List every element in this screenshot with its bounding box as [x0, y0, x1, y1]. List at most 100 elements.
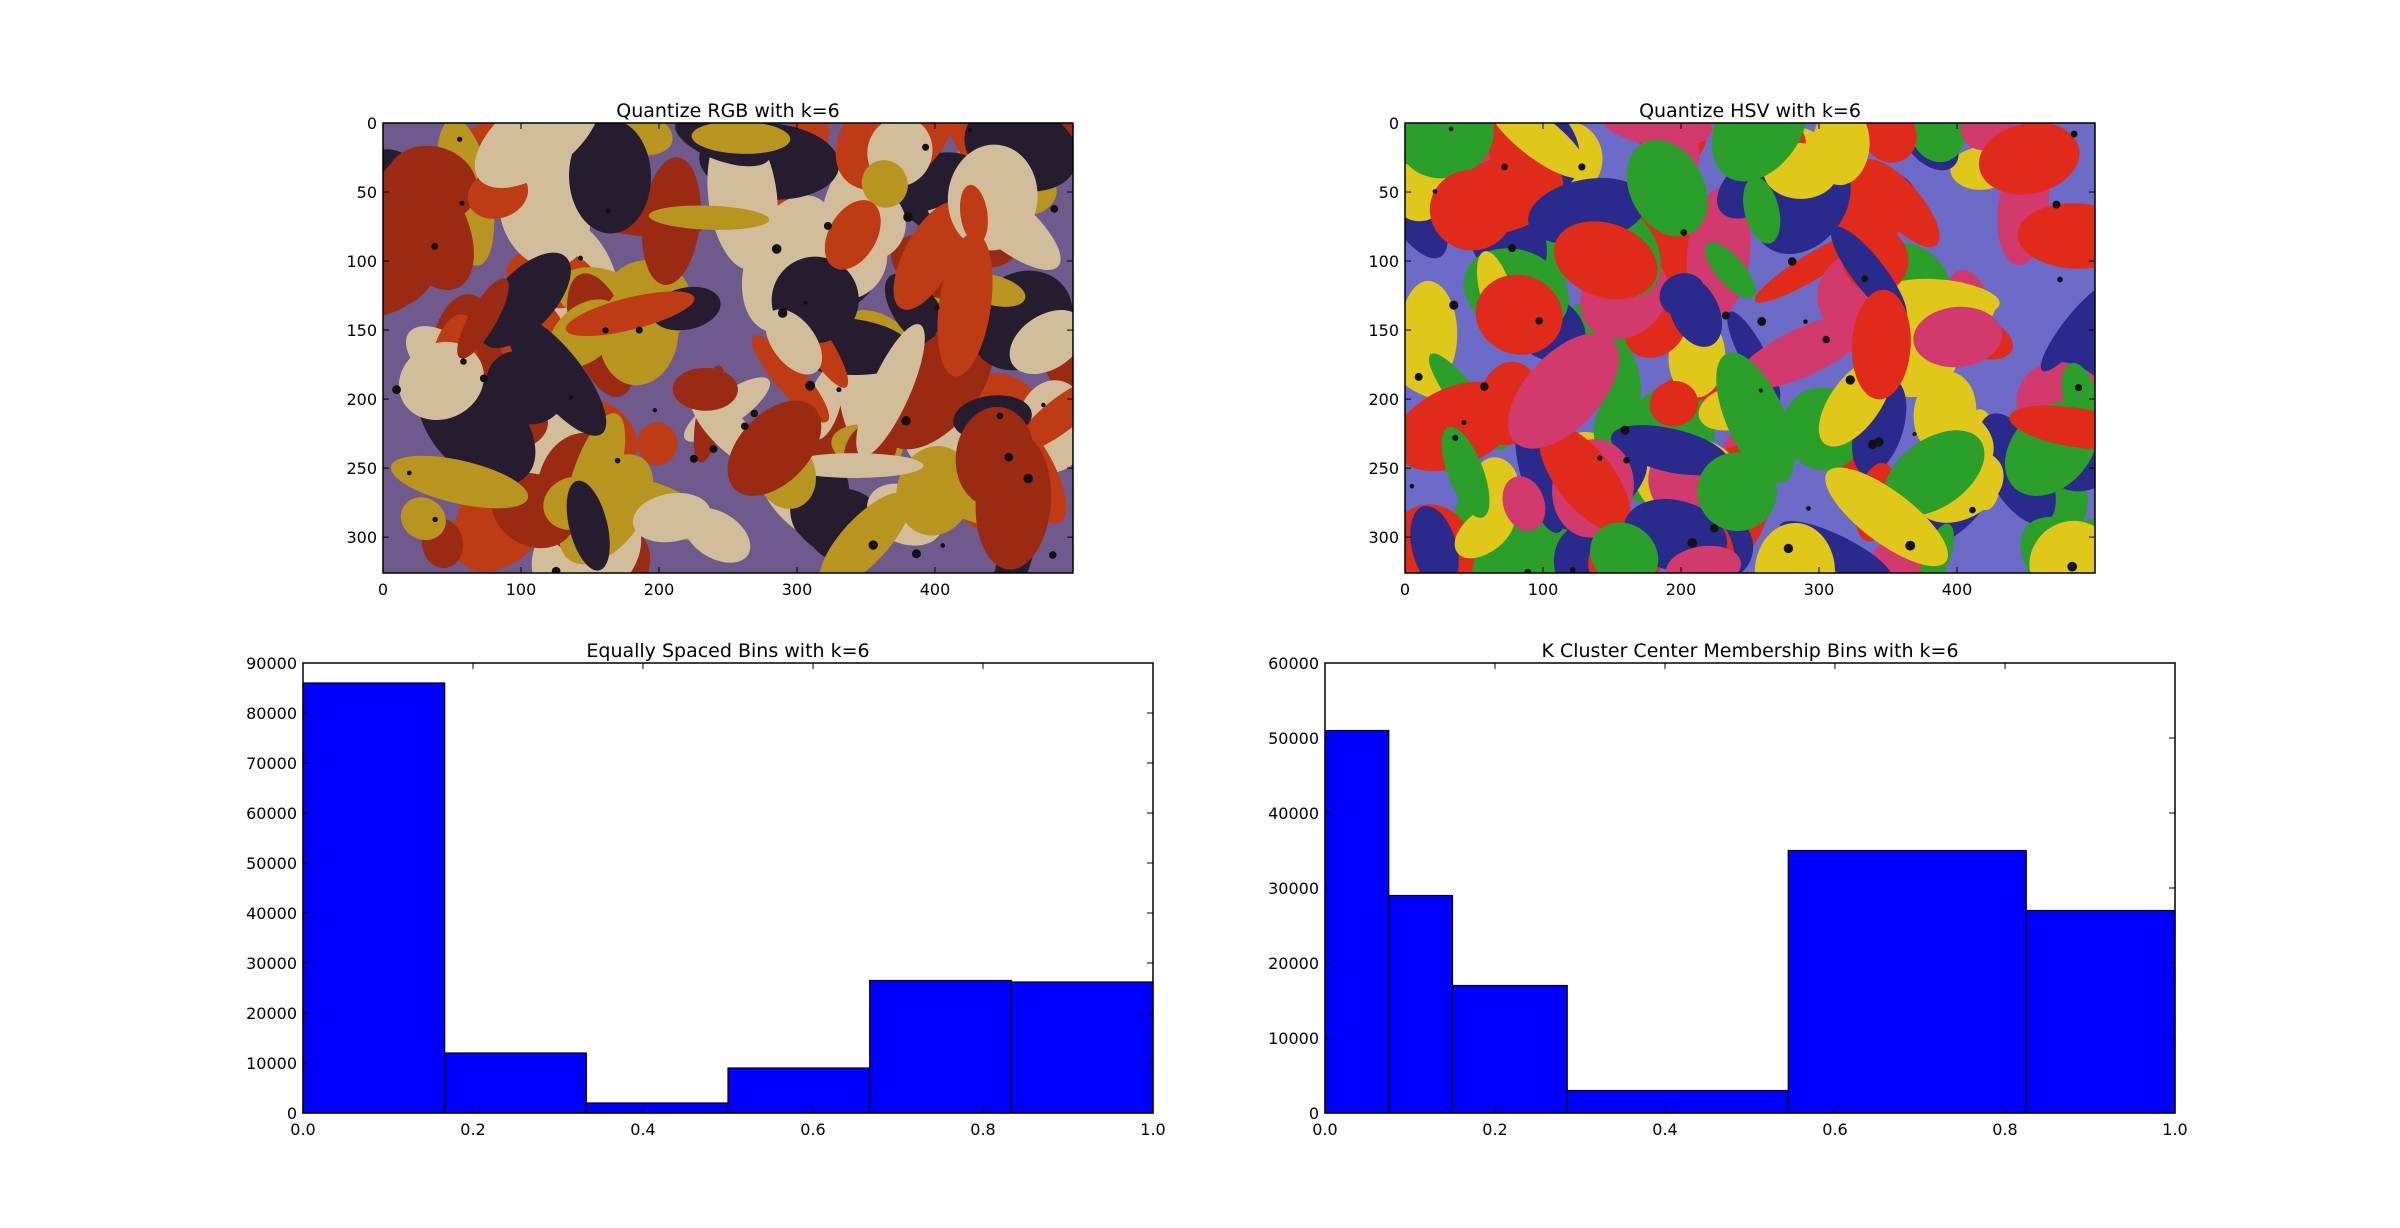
image-color-region	[1825, 467, 1949, 567]
image-fish-eye	[1803, 319, 1808, 324]
image-color-region	[390, 455, 529, 509]
image-color-region	[457, 278, 509, 359]
image-fish-eye	[750, 409, 759, 418]
image-color-region	[1665, 545, 1741, 573]
image-color-region	[566, 480, 610, 571]
kcluster-bins-panel: K Cluster Center Membership Bins with k=…	[1268, 640, 2188, 1139]
hsv-panel: Quantize HSV with k=6 0 100 200 300 400 0 50 10…	[1368, 100, 2096, 599]
image-color-region	[383, 214, 437, 309]
y-tick-label: 0	[367, 114, 377, 133]
image-fish-eye	[1409, 483, 1415, 489]
image-color-region	[479, 252, 571, 349]
image-fish-eye	[1448, 126, 1454, 132]
image-fish-eye	[1578, 163, 1586, 171]
y-tick-label: 200	[1368, 390, 1399, 409]
image-color-region	[1909, 123, 1966, 163]
equal-bins-panel: Equally Spaced Bins with k=6 0.0 0.2 0.4 0.…	[246, 640, 1166, 1139]
image-fish-eye	[740, 422, 749, 431]
image-fish-eye	[1757, 317, 1767, 326]
rgb-title: Quantize RGB with k=6	[616, 100, 839, 122]
image-fish-eye	[996, 412, 1004, 420]
image-fish-eye	[1845, 375, 1856, 385]
image-fish-eye	[2070, 130, 2078, 138]
y-tick-label: 10000	[246, 1054, 297, 1073]
image-color-region	[893, 201, 965, 310]
x-tick-label: 0.0	[290, 1120, 315, 1139]
rgb-quantized-image	[383, 123, 1073, 573]
image-fish-eye	[940, 543, 946, 548]
image-color-region	[751, 335, 830, 423]
x-tick-label: 0.8	[1992, 1120, 2017, 1139]
image-color-region	[1015, 377, 1073, 453]
y-tick-label: 60000	[1268, 654, 1319, 673]
x-tick-label: 0.2	[1482, 1120, 1507, 1139]
rgb-plot-frame	[382, 122, 1074, 574]
image-fish-eye	[771, 244, 782, 254]
image-fish-eye	[652, 408, 657, 413]
image-color-region	[2040, 284, 2095, 372]
kcluster-bins-title: K Cluster Center Membership Bins with k=…	[1541, 640, 1958, 662]
image-fish-eye	[1535, 317, 1543, 325]
image-color-region	[1711, 123, 1809, 182]
x-tick-label: 0.4	[630, 1120, 655, 1139]
y-tick-label: 20000	[246, 1004, 297, 1023]
image-color-region	[474, 123, 601, 189]
image-color-region	[565, 291, 695, 337]
y-tick-label: 80000	[246, 704, 297, 723]
image-color-region	[1429, 169, 1514, 251]
image-fish-eye	[803, 300, 808, 305]
x-tick-label: 0.8	[970, 1120, 995, 1139]
image-color-region	[975, 433, 1052, 570]
y-tick-label: 50	[357, 183, 377, 202]
image-color-region	[1978, 123, 2080, 195]
image-color-region	[1883, 430, 1985, 516]
y-tick-label: 200	[346, 390, 377, 409]
image-color-region	[1861, 123, 1917, 163]
image-fish-eye	[568, 395, 574, 400]
histogram-bar	[444, 1052, 587, 1114]
y-tick-label: 20000	[1268, 954, 1319, 973]
image-fish-eye	[805, 380, 816, 391]
image-fish-eye	[551, 566, 561, 573]
x-tick-label: 0.2	[460, 1120, 485, 1139]
y-tick-label: 40000	[246, 904, 297, 923]
image-color-region	[1716, 352, 1795, 484]
image-color-region	[1743, 177, 1781, 244]
image-color-region	[632, 492, 711, 543]
image-color-region	[637, 422, 678, 466]
y-tick-label: 250	[1368, 459, 1399, 478]
image-color-region	[1486, 123, 1589, 179]
y-tick-label: 0	[1309, 1104, 1319, 1123]
histogram-bar	[302, 682, 446, 1114]
histogram-bar	[869, 979, 1012, 1114]
image-color-region	[1009, 310, 1073, 375]
image-fish-eye	[823, 221, 832, 230]
x-tick-label: 1.0	[2162, 1120, 2187, 1139]
image-color-region	[1508, 333, 1620, 449]
image-color-region	[672, 367, 738, 411]
histogram-bar	[1566, 1089, 1789, 1114]
y-tick-label: 250	[346, 459, 377, 478]
image-fish-eye	[934, 305, 940, 311]
image-color-region	[937, 232, 993, 377]
image-color-region	[861, 160, 908, 208]
image-color-region	[400, 497, 446, 541]
image-fish-eye	[1822, 335, 1830, 344]
image-fish-eye	[1709, 524, 1719, 533]
image-color-region	[1405, 302, 1455, 400]
x-tick-label: 1.0	[1140, 1120, 1165, 1139]
histogram-bar	[1324, 729, 1390, 1114]
image-color-region	[1754, 522, 1836, 573]
image-fish-eye	[431, 242, 439, 250]
equal-bins-title: Equally Spaced Bins with k=6	[586, 640, 869, 662]
y-tick-label: 300	[346, 528, 377, 547]
image-fish-eye	[406, 470, 412, 476]
x-tick-label: 300	[782, 580, 813, 599]
x-tick-label: 400	[920, 580, 951, 599]
image-color-region	[486, 350, 565, 425]
y-tick-label: 30000	[246, 954, 297, 973]
image-fish-eye	[460, 358, 467, 365]
image-fish-eye	[1041, 402, 1046, 408]
image-fish-eye	[836, 387, 842, 393]
